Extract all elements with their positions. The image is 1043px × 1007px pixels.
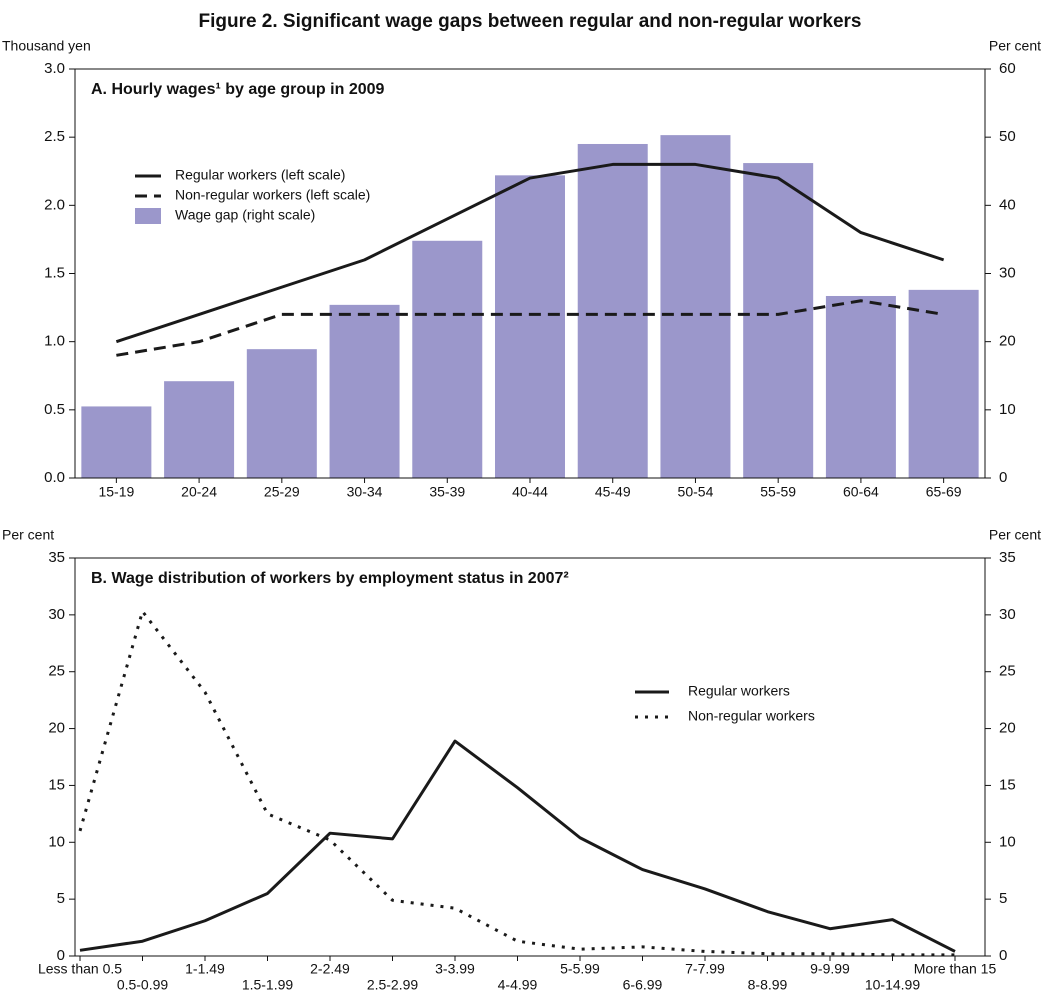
y-tick-label: 1.0 <box>44 333 65 350</box>
y2-tick-label: 40 <box>999 196 1016 213</box>
x-tick-label: 0.5-0.99 <box>117 977 169 993</box>
y2-tick-label: 0 <box>999 947 1007 964</box>
y-tick-label: 15 <box>48 776 65 793</box>
bar <box>81 406 152 478</box>
y-tick-label: 25 <box>48 663 65 680</box>
y-tick-label: 20 <box>48 720 65 737</box>
legend-label: Non-regular workers <box>688 708 815 724</box>
x-tick-label: Less than 0.5 <box>38 961 122 977</box>
x-tick-label: 65-69 <box>926 484 962 500</box>
bar <box>577 143 648 478</box>
y-axis-label: Thousand yen <box>2 38 91 54</box>
x-tick-label: 10-14.99 <box>865 977 920 993</box>
y-tick-label: 3.0 <box>44 60 65 77</box>
x-tick-label: 55-59 <box>760 484 796 500</box>
bar <box>660 135 731 478</box>
bar <box>908 289 979 478</box>
y-axis-label: Per cent <box>2 527 54 543</box>
y2-axis-label: Per cent <box>989 38 1041 54</box>
bar <box>412 240 483 478</box>
bar <box>246 349 317 478</box>
figure-title: Figure 2. Significant wage gaps between … <box>198 11 861 32</box>
line-series <box>79 739 956 953</box>
y-tick-label: 10 <box>48 833 65 850</box>
y-tick-label: 5 <box>57 890 65 907</box>
x-tick-label: 3-3.99 <box>435 961 475 977</box>
legend-label: Wage gap (right scale) <box>175 207 315 223</box>
legend-label: Regular workers (left scale) <box>175 167 345 183</box>
x-tick-label: 6-6.99 <box>623 977 663 993</box>
x-tick-label: 45-49 <box>595 484 631 500</box>
y2-tick-label: 25 <box>999 663 1016 680</box>
y2-tick-label: 50 <box>999 128 1016 145</box>
y-tick-label: 0.0 <box>44 469 65 486</box>
y2-tick-label: 30 <box>999 606 1016 623</box>
line-series <box>115 162 945 344</box>
x-tick-label: 35-39 <box>429 484 465 500</box>
x-tick-label: More than 15 <box>914 961 997 977</box>
bar <box>329 304 400 478</box>
legend-swatch <box>135 208 161 224</box>
y2-tick-label: 5 <box>999 890 1007 907</box>
x-tick-label: 20-24 <box>181 484 217 500</box>
x-tick-label: 2-2.49 <box>310 961 350 977</box>
x-tick-label: 1.5-1.99 <box>242 977 294 993</box>
y2-tick-label: 35 <box>999 549 1016 566</box>
y2-tick-label: 30 <box>999 264 1016 281</box>
x-tick-label: 25-29 <box>264 484 300 500</box>
legend-label: Regular workers <box>688 683 790 699</box>
x-tick-label: 30-34 <box>347 484 383 500</box>
y-tick-label: 30 <box>48 606 65 623</box>
y-tick-label: 2.0 <box>44 196 65 213</box>
plot-frame <box>74 68 986 479</box>
x-tick-label: 1-1.49 <box>185 961 225 977</box>
y-tick-label: 1.5 <box>44 264 65 281</box>
y2-axis-label: Per cent <box>989 527 1041 543</box>
x-tick-label: 50-54 <box>678 484 714 500</box>
x-tick-label: 9-9.99 <box>810 961 850 977</box>
bar <box>825 295 896 478</box>
y2-tick-label: 20 <box>999 720 1016 737</box>
x-tick-label: 4-4.99 <box>498 977 538 993</box>
y2-tick-label: 0 <box>999 469 1007 486</box>
y-tick-label: 2.5 <box>44 128 65 145</box>
y2-tick-label: 60 <box>999 60 1016 77</box>
y-tick-label: 35 <box>48 549 65 566</box>
panel-title: B. Wage distribution of workers by emplo… <box>91 570 569 587</box>
x-tick-label: 7-7.99 <box>685 961 725 977</box>
legend-label: Non-regular workers (left scale) <box>175 187 370 203</box>
y2-tick-label: 10 <box>999 401 1016 418</box>
bar <box>743 163 814 478</box>
panel-title: A. Hourly wages¹ by age group in 2009 <box>91 81 385 98</box>
x-tick-label: 5-5.99 <box>560 961 600 977</box>
x-tick-label: 40-44 <box>512 484 548 500</box>
y-tick-label: 0 <box>57 947 65 964</box>
line-series <box>116 299 944 357</box>
bar <box>495 175 565 478</box>
y2-tick-label: 15 <box>999 776 1016 793</box>
y-tick-label: 0.5 <box>44 401 65 418</box>
x-tick-label: 60-64 <box>843 484 879 500</box>
bar <box>164 381 235 478</box>
x-tick-label: 15-19 <box>98 484 134 500</box>
y2-tick-label: 20 <box>999 333 1016 350</box>
line-series <box>78 609 955 957</box>
plot-frame <box>74 557 986 957</box>
y2-tick-label: 10 <box>999 833 1016 850</box>
x-tick-label: 2.5-2.99 <box>367 977 419 993</box>
x-tick-label: 8-8.99 <box>748 977 788 993</box>
